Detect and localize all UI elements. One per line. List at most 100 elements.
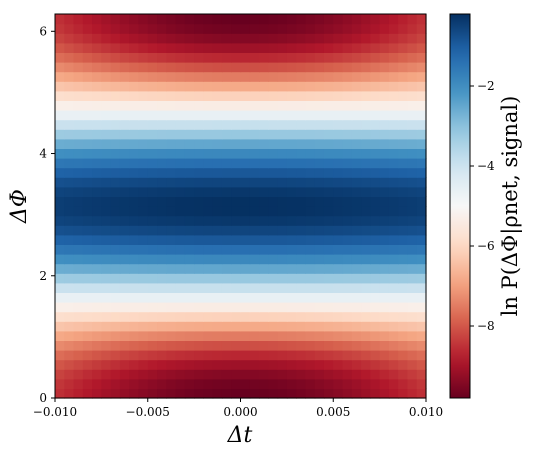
heatmap-cell xyxy=(370,263,381,274)
heatmap-cell xyxy=(82,244,93,255)
heatmap-cell xyxy=(55,206,65,217)
heatmap-cell xyxy=(286,292,297,303)
heatmap-cell xyxy=(157,52,167,63)
heatmap-cell xyxy=(296,186,307,197)
heatmap-cell xyxy=(92,282,102,293)
heatmap-cell xyxy=(416,158,427,169)
heatmap-cell xyxy=(157,206,167,217)
heatmap-cell xyxy=(249,263,260,274)
heatmap-cell xyxy=(55,81,65,92)
heatmap-cell xyxy=(259,177,269,188)
heatmap-cell xyxy=(240,225,251,236)
heatmap-cell xyxy=(92,254,102,265)
heatmap-cell xyxy=(296,388,307,399)
y-tick-label: 0 xyxy=(39,391,47,405)
heatmap-cell xyxy=(184,282,195,293)
heatmap-cell xyxy=(119,81,130,92)
heatmap-cell xyxy=(277,62,288,73)
heatmap-cell xyxy=(194,110,205,121)
heatmap-cell xyxy=(259,369,269,380)
heatmap-cell xyxy=(55,119,65,130)
heatmap-cell xyxy=(194,138,205,149)
heatmap-cell xyxy=(296,254,307,265)
heatmap-cell xyxy=(416,196,427,207)
heatmap-cell xyxy=(147,196,158,207)
heatmap-cell xyxy=(277,186,288,197)
heatmap-cell xyxy=(129,158,140,169)
heatmap-cell xyxy=(249,282,260,293)
heatmap-cell xyxy=(277,33,288,44)
heatmap-cell xyxy=(370,138,381,149)
heatmap-cell xyxy=(212,359,223,370)
heatmap-cell xyxy=(240,263,251,274)
heatmap-cell xyxy=(286,23,297,34)
heatmap-cell xyxy=(184,302,195,313)
heatmap-cell xyxy=(166,186,177,197)
heatmap-cell xyxy=(119,138,130,149)
heatmap-cell xyxy=(92,81,102,92)
colorbar-label: ln P(ΔΦ|ρnet, signal) xyxy=(498,96,523,317)
heatmap-cell xyxy=(240,388,251,399)
heatmap-cell xyxy=(73,23,84,34)
heatmap-cell xyxy=(203,14,214,25)
heatmap-cell xyxy=(323,100,334,111)
heatmap-cell xyxy=(147,81,158,92)
heatmap-cell xyxy=(147,388,158,399)
heatmap-cell xyxy=(110,177,121,188)
heatmap-cell xyxy=(64,359,75,370)
heatmap-cell xyxy=(296,14,307,25)
heatmap-cell xyxy=(277,254,288,265)
heatmap-cell xyxy=(286,177,297,188)
heatmap-cell xyxy=(314,282,325,293)
heatmap-cell xyxy=(175,196,186,207)
heatmap-cell xyxy=(398,148,409,159)
heatmap-cell xyxy=(119,321,130,332)
heatmap-cell xyxy=(379,282,390,293)
heatmap-cell xyxy=(92,167,102,178)
heatmap-cell xyxy=(379,359,390,370)
heatmap-cell xyxy=(370,369,381,380)
heatmap-cell xyxy=(221,359,232,370)
heatmap-cell xyxy=(166,350,177,361)
heatmap-cell xyxy=(166,158,177,169)
heatmap-cell xyxy=(388,378,399,389)
heatmap-cell xyxy=(64,206,75,217)
heatmap-cell xyxy=(82,186,93,197)
heatmap-cell xyxy=(379,273,390,284)
heatmap-cell xyxy=(55,62,65,73)
heatmap-cell xyxy=(361,52,371,63)
heatmap-cell xyxy=(110,167,121,178)
heatmap-cell xyxy=(157,71,167,82)
heatmap-cell xyxy=(119,177,130,188)
heatmap-cell xyxy=(110,311,121,322)
heatmap-cell xyxy=(259,273,269,284)
heatmap-cell xyxy=(212,302,223,313)
heatmap-cell xyxy=(129,100,140,111)
heatmap-cell xyxy=(370,321,381,332)
heatmap-cell xyxy=(147,100,158,111)
heatmap-cell xyxy=(175,369,186,380)
heatmap-cell xyxy=(82,158,93,169)
heatmap-cell xyxy=(342,359,353,370)
heatmap-cell xyxy=(119,62,130,73)
heatmap-cell xyxy=(351,23,362,34)
heatmap-cell xyxy=(231,234,242,245)
heatmap-cell xyxy=(286,302,297,313)
heatmap-cell xyxy=(73,119,84,130)
heatmap-cell xyxy=(249,215,260,226)
heatmap-cell xyxy=(416,311,427,322)
heatmap-cell xyxy=(379,244,390,255)
heatmap-cell xyxy=(351,292,362,303)
heatmap-cell xyxy=(110,330,121,341)
heatmap-cell xyxy=(129,42,140,53)
heatmap-cell xyxy=(333,292,344,303)
heatmap-cell xyxy=(268,330,279,341)
heatmap-cell xyxy=(342,378,353,389)
heatmap-cell xyxy=(231,206,242,217)
heatmap-cell xyxy=(221,206,232,217)
heatmap-cell xyxy=(82,110,93,121)
heatmap-cell xyxy=(323,177,334,188)
heatmap-cell xyxy=(361,359,371,370)
heatmap-cell xyxy=(259,254,269,265)
